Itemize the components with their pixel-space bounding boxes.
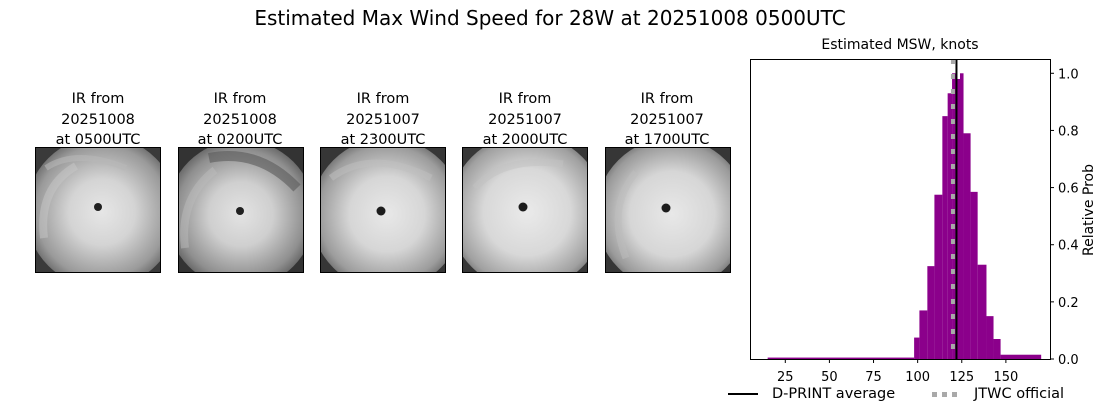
histogram-bar: [942, 116, 948, 360]
x-tick-label: 50: [821, 370, 838, 385]
chart-title: Estimated MSW, knots: [821, 37, 979, 53]
histogram-bar: [955, 79, 960, 359]
reference-lines: [950, 59, 958, 359]
legend-dprint-label: D-PRINT average: [772, 386, 896, 402]
histogram-bar: [960, 73, 964, 360]
histogram-bar: [767, 357, 915, 359]
ir-image-3: [320, 147, 446, 273]
histogram-bar: [986, 316, 994, 359]
x-tick-label: 25: [777, 370, 794, 385]
y-tick-label: 0.4: [1058, 239, 1079, 254]
thumb-title-line: at 2300UTC: [340, 132, 426, 148]
x-tick-label: 125: [949, 370, 974, 385]
thumb-title-4: IR from 20251007 at 2000UTC: [455, 89, 595, 151]
figure-title: Estimated Max Wind Speed for 28W at 2025…: [254, 6, 846, 30]
y-axis-ticks: 0.0 0.2 0.4 0.6 0.8 1.0: [1050, 67, 1079, 368]
histogram-bars: [767, 73, 1042, 360]
y-tick-label: 0.8: [1058, 124, 1079, 139]
histogram-bar: [914, 337, 920, 359]
histogram-bar: [963, 133, 971, 359]
histogram-bar: [977, 264, 987, 359]
thumb-title-line: 20251007: [346, 111, 420, 128]
y-tick-label: 0.2: [1058, 296, 1079, 311]
y-tick-label: 0.0: [1058, 353, 1079, 368]
ir-image-4: [462, 147, 588, 273]
histogram-bar: [993, 339, 1001, 359]
histogram-bar: [947, 93, 953, 360]
histogram-bar: [1000, 354, 1042, 359]
y-tick-label: 1.0: [1058, 67, 1079, 82]
ir-image-5: [605, 147, 731, 273]
histogram-bar: [934, 194, 943, 359]
thumb-title-3: IR from 20251007 at 2300UTC: [313, 89, 453, 151]
axes-frame: [750, 59, 1051, 360]
thumb-title-line: IR from: [213, 91, 267, 107]
thumb-title-5: IR from 20251007 at 1700UTC: [597, 89, 737, 151]
thumb-title-line: 20251008: [203, 111, 277, 128]
thumb-title-line: 20251008: [61, 111, 135, 128]
solid-line-icon: [728, 393, 758, 395]
histogram-bar: [952, 73, 956, 360]
legend-jtwc: JTWC official: [932, 386, 1064, 402]
legend-jtwc-label: JTWC official: [974, 386, 1065, 402]
thumb-title-line: IR from: [498, 91, 552, 107]
thumb-title-line: IR from: [640, 91, 694, 107]
y-axis-label: Relative Prob: [1081, 164, 1097, 256]
thumb-title-line: 20251007: [488, 111, 562, 128]
thumb-title-1: IR from 20251008 at 0500UTC: [28, 89, 168, 151]
x-tick-label: 100: [905, 370, 930, 385]
ir-image-2: [178, 147, 304, 273]
thumb-title-line: IR from: [71, 91, 125, 107]
x-axis-ticks: 25 50 75 100 125 150: [777, 359, 1018, 385]
thumb-title-line: 20251007: [630, 111, 704, 128]
x-tick-label: 75: [865, 370, 882, 385]
thumb-title-line: IR from: [356, 91, 410, 107]
thumb-title-line: at 1700UTC: [624, 132, 710, 148]
ir-image-1: [35, 147, 161, 273]
thumb-title-2: IR from 20251008 at 0200UTC: [170, 89, 310, 151]
histogram-bar: [970, 191, 978, 359]
y-tick-label: 0.6: [1058, 182, 1079, 197]
histogram-bar: [927, 266, 935, 359]
histogram-bar: [919, 310, 928, 359]
dotted-line-icon: [932, 391, 962, 397]
x-tick-label: 150: [993, 370, 1018, 385]
legend-dprint: D-PRINT average: [728, 386, 895, 402]
thumb-title-line: at 0200UTC: [197, 132, 283, 148]
thumb-title-line: at 2000UTC: [482, 132, 568, 148]
thumb-title-line: at 0500UTC: [55, 132, 141, 148]
